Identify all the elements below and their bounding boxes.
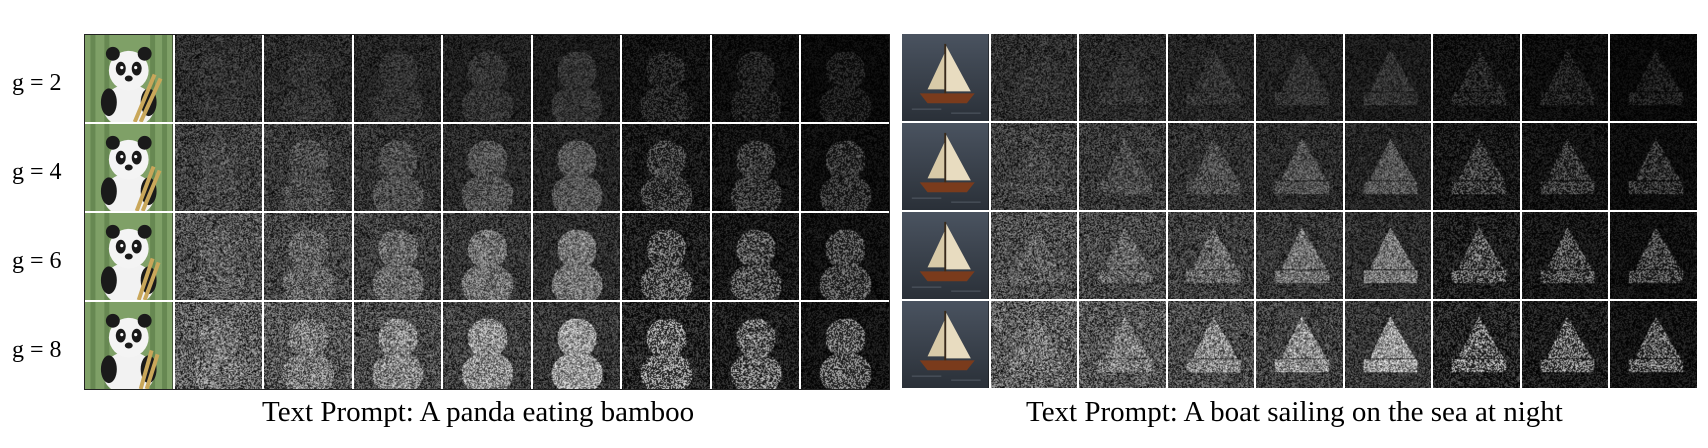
panda-noise-map-g4-step8 [801,124,889,211]
row-label-g4: g = 4 [12,159,62,185]
boat-noise-map-g2-step7 [1521,34,1608,121]
boat-generated-image-g8 [902,301,989,388]
boat-noise-map-g6-step6 [1433,212,1520,299]
boat-noise-map-g2-step4 [1256,34,1343,121]
panda-noise-map-g8-step6 [622,302,710,389]
boat-noise-map-g8-step6 [1433,301,1520,388]
panda-noise-map-g6-step4 [443,213,531,300]
row-label-g6: g = 6 [12,248,62,274]
boat-noise-map-g2-step3 [1167,34,1254,121]
panda-noise-map-g6-step8 [801,213,889,300]
panda-noise-map-g6-step1 [174,213,262,300]
panda-noise-map-g2-step1 [174,35,262,122]
panda-generated-image-g2 [85,35,173,122]
boat-noise-map-g4-step3 [1167,123,1254,210]
boat-noise-map-g8-step2 [1079,301,1166,388]
boat-noise-map-g8-step3 [1167,301,1254,388]
panda-noise-map-g6-step7 [711,213,799,300]
panda-image-grid [84,34,890,390]
panda-generated-image-g6 [85,213,173,300]
boat-noise-map-g2-step5 [1344,34,1431,121]
boat-noise-map-g8-step7 [1521,301,1608,388]
panda-noise-map-g4-step7 [711,124,799,211]
boat-noise-map-g4-step2 [1079,123,1166,210]
boat-generated-image-g6 [902,212,989,299]
boat-noise-map-g4-step8 [1610,123,1697,210]
boat-noise-map-g4-step6 [1433,123,1520,210]
boat-noise-map-g8-step8 [1610,301,1697,388]
panda-noise-map-g6-step5 [532,213,620,300]
panda-noise-map-g6-step3 [353,213,441,300]
row-label-g8: g = 8 [12,337,62,363]
boat-noise-map-g6-step7 [1521,212,1608,299]
panda-noise-map-g4-step5 [532,124,620,211]
panda-noise-map-g8-step1 [174,302,262,389]
boat-noise-map-g6-step1 [990,212,1077,299]
row-label-g2: g = 2 [12,70,62,96]
panda-noise-map-g8-step8 [801,302,889,389]
panda-caption: Text Prompt: A panda eating bamboo [262,396,695,428]
panda-noise-map-g2-step7 [711,35,799,122]
boat-noise-map-g8-step1 [990,301,1077,388]
panda-noise-map-g6-step2 [264,213,352,300]
boat-noise-map-g8-step5 [1344,301,1431,388]
panda-noise-map-g4-step1 [174,124,262,211]
boat-noise-map-g2-step1 [990,34,1077,121]
boat-noise-map-g6-step5 [1344,212,1431,299]
panda-noise-map-g8-step4 [443,302,531,389]
panda-noise-map-g2-step5 [532,35,620,122]
panda-noise-map-g4-step3 [353,124,441,211]
boat-generated-image-g4 [902,123,989,210]
panda-noise-map-g8-step5 [532,302,620,389]
boat-generated-image-g2 [902,34,989,121]
boat-noise-map-g4-step1 [990,123,1077,210]
boat-noise-map-g6-step2 [1079,212,1166,299]
boat-caption: Text Prompt: A boat sailing on the sea a… [1026,396,1563,428]
panda-noise-map-g2-step3 [353,35,441,122]
panda-noise-map-g2-step8 [801,35,889,122]
panda-noise-map-g6-step6 [622,213,710,300]
panda-noise-map-g8-step2 [264,302,352,389]
boat-noise-map-g2-step6 [1433,34,1520,121]
boat-noise-map-g2-step2 [1079,34,1166,121]
panda-generated-image-g4 [85,124,173,211]
panda-noise-map-g4-step6 [622,124,710,211]
boat-image-grid [902,34,1697,388]
panda-noise-map-g4-step4 [443,124,531,211]
panda-noise-map-g2-step2 [264,35,352,122]
panda-noise-map-g2-step6 [622,35,710,122]
boat-noise-map-g4-step7 [1521,123,1608,210]
boat-noise-map-g4-step5 [1344,123,1431,210]
panda-noise-map-g4-step2 [264,124,352,211]
boat-noise-map-g8-step4 [1256,301,1343,388]
boat-noise-map-g2-step8 [1610,34,1697,121]
boat-noise-map-g6-step4 [1256,212,1343,299]
panda-noise-map-g8-step7 [711,302,799,389]
boat-noise-map-g6-step8 [1610,212,1697,299]
panda-noise-map-g8-step3 [353,302,441,389]
boat-noise-map-g4-step4 [1256,123,1343,210]
boat-noise-map-g6-step3 [1167,212,1254,299]
panda-generated-image-g8 [85,302,173,389]
panda-noise-map-g2-step4 [443,35,531,122]
